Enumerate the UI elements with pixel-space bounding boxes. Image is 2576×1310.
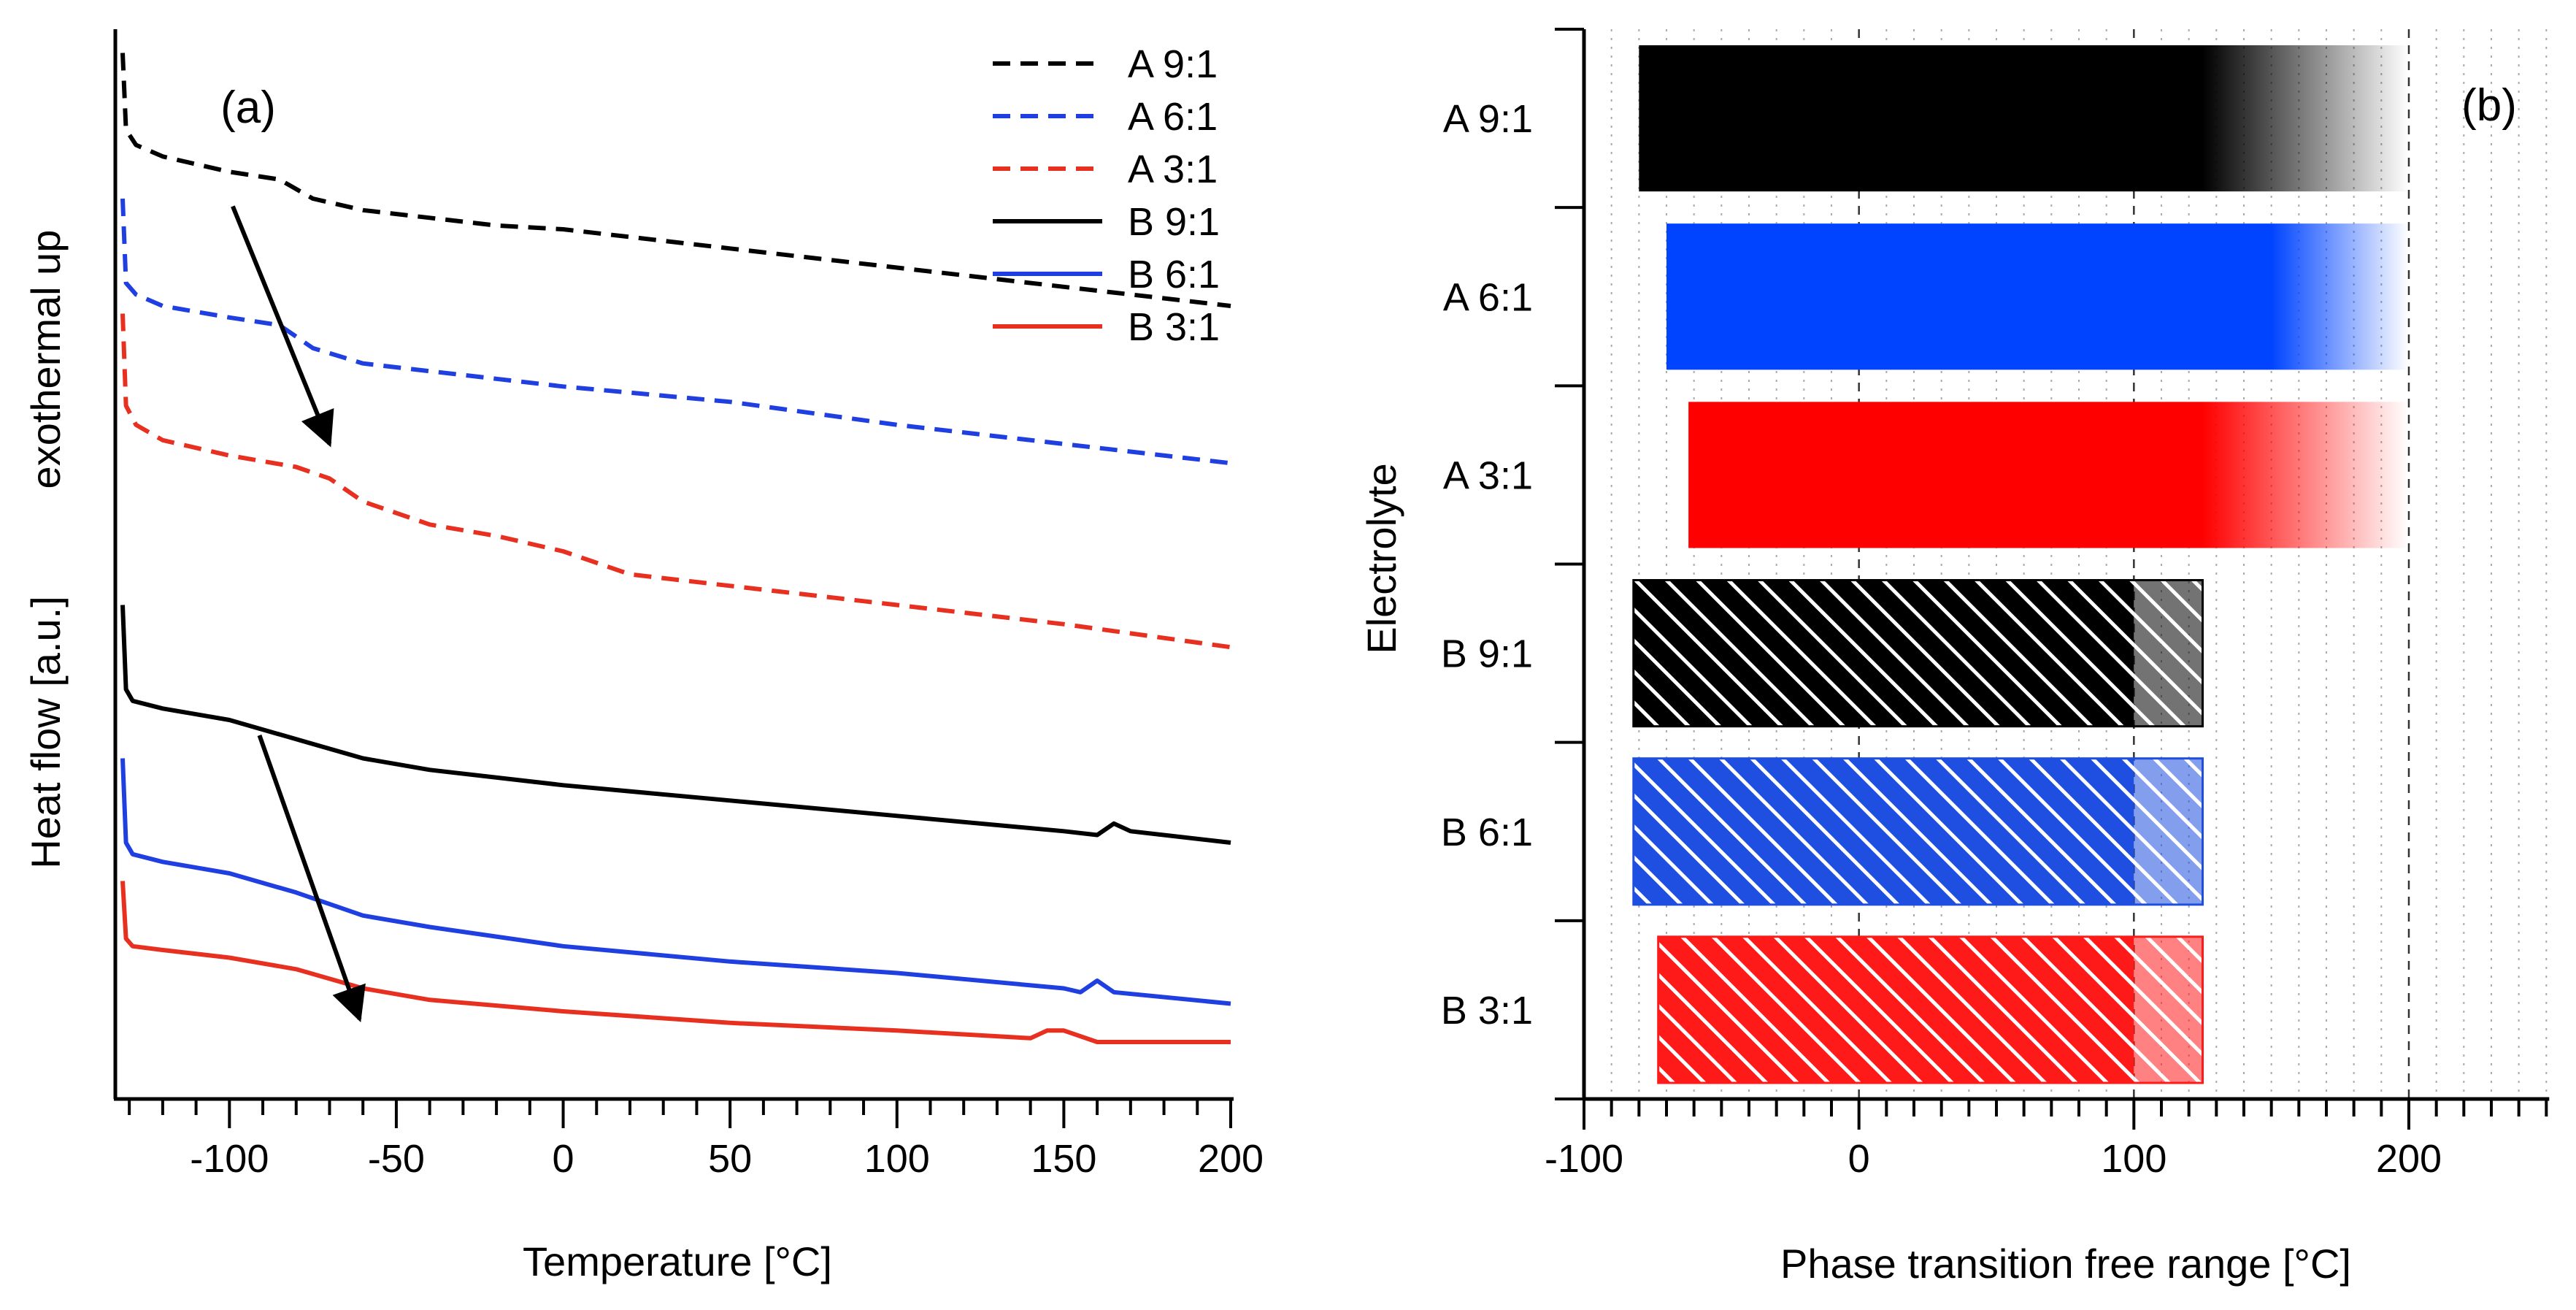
panel-a-tick-label: 150: [1031, 1137, 1096, 1181]
panel-a-tick-label: -50: [368, 1137, 425, 1181]
bar-outline: [1657, 935, 2204, 1084]
panel-b-tick-label: 200: [2376, 1137, 2442, 1181]
panel-b-xlabel: Phase transition free range [°C]: [1780, 1241, 2351, 1287]
panel-b-tick-label: 100: [2101, 1137, 2166, 1181]
bar-hatched-light-fill: [2134, 758, 2203, 905]
panel-a-legend: A 9:1 A 6:1 A 3:1 B 9:1 B 6:1 B 3:1: [993, 42, 1220, 349]
panel-b-category-label: A 9:1: [1443, 97, 1533, 141]
bar-b-3-1: [1657, 935, 2204, 1084]
panel-b-category-label: B 9:1: [1441, 632, 1533, 676]
panel-b-category-label: A 3:1: [1443, 453, 1533, 497]
panel-b-tick-label: -100: [1545, 1137, 1623, 1181]
legend-label: B 3:1: [1128, 305, 1220, 349]
bar-hatched-fill: [1658, 936, 2134, 1083]
panel-b-axes: -100 0 100 200 A 9:1 A 6:1 A 3:1 B 9:1 B 6:1 B 3:…: [1441, 28, 2550, 1181]
series-line-b-9-1: [120, 605, 1231, 845]
bar-gradient-fill: [1666, 223, 2409, 370]
panel-b-category-label: B 6:1: [1441, 811, 1533, 854]
bar-hatched-fill: [1633, 580, 2134, 727]
trend-arrow: [257, 735, 366, 1023]
trend-arrow: [231, 205, 334, 448]
panel-a-tick-label: -100: [190, 1137, 269, 1181]
bar-gradient-fill: [1639, 45, 2409, 192]
panel-a-ylabel-secondary: exothermal up: [23, 230, 69, 489]
bar-hatched-light-fill: [2134, 580, 2203, 727]
panel-a-tick-label: 0: [553, 1137, 574, 1181]
bar-b-9-1: [1632, 579, 2204, 728]
panel-a-xlabel: Temperature [°C]: [523, 1238, 832, 1284]
bar-a-6-1: [1666, 223, 2409, 370]
panel-b-bars: [1632, 45, 2409, 1084]
panel-b-label: (b): [2461, 80, 2517, 131]
legend-label: A 3:1: [1128, 148, 1218, 191]
bar-hatched-fill: [1633, 758, 2134, 905]
panel-b-bar-chart: -100 0 100 200 A 9:1 A 6:1 A 3:1 B 9:1 B 6:1 B 3:…: [1358, 28, 2550, 1287]
legend-label: A 9:1: [1128, 42, 1218, 86]
bar-a-9-1: [1639, 45, 2409, 192]
bar-b-6-1: [1632, 757, 2204, 906]
legend-label: B 6:1: [1128, 253, 1220, 296]
bar-outline: [1632, 757, 2204, 906]
panel-b-ylabel: Electrolyte: [1358, 463, 1404, 654]
panel-a-tick-label: 200: [1198, 1137, 1264, 1181]
panel-a-tick-label: 50: [708, 1137, 752, 1181]
bar-gradient-fill: [1688, 402, 2409, 548]
panel-a-line-chart: (a) -100 -50 0 50 100 150 200 A 9:1 A 6:1 A 3:1 B…: [23, 29, 1264, 1284]
panel-b-category-label: A 6:1: [1443, 275, 1533, 319]
panel-a-axes: -100 -50 0 50 100 150 200: [113, 29, 1264, 1181]
legend-label: A 6:1: [1128, 95, 1218, 139]
series-line-a-3-1: [120, 313, 1231, 650]
panel-a-arrows: [231, 205, 366, 1023]
panel-b-category-label: B 3:1: [1441, 989, 1533, 1033]
bar-hatched-light-fill: [2134, 936, 2203, 1083]
series-line-a-6-1: [120, 198, 1231, 466]
bar-outline: [1632, 579, 2204, 728]
panel-a-tick-label: 100: [864, 1137, 930, 1181]
series-line-b-3-1: [120, 881, 1231, 1044]
panel-a-series: [120, 53, 1231, 1044]
panel-b-tick-label: 0: [1848, 1137, 1870, 1181]
panel-a-ylabel: Heat flow [a.u.]: [23, 596, 69, 869]
series-line-b-6-1: [120, 758, 1231, 1006]
series-line-a-9-1: [120, 53, 1231, 308]
legend-label: B 9:1: [1128, 200, 1220, 244]
bar-a-3-1: [1688, 402, 2409, 548]
panel-a-label: (a): [220, 83, 276, 133]
panel-b-grid: [1610, 29, 2548, 1099]
